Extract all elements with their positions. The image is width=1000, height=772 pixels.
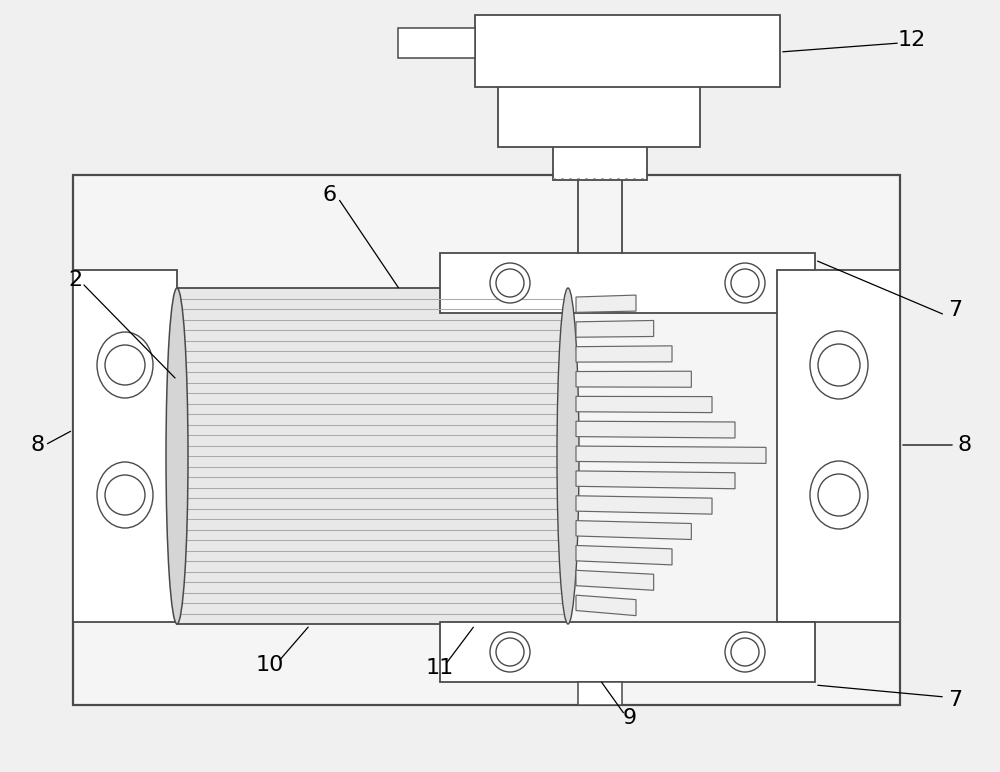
Bar xyxy=(440,622,815,682)
Ellipse shape xyxy=(490,263,530,303)
Text: 7: 7 xyxy=(948,300,962,320)
Polygon shape xyxy=(576,546,672,565)
Ellipse shape xyxy=(810,331,868,399)
Bar xyxy=(73,270,177,622)
Ellipse shape xyxy=(97,462,153,528)
Bar xyxy=(777,270,900,622)
Polygon shape xyxy=(576,396,712,412)
Bar xyxy=(73,175,900,705)
Text: 2: 2 xyxy=(68,270,82,290)
Polygon shape xyxy=(576,346,672,362)
Polygon shape xyxy=(576,295,636,313)
Bar xyxy=(475,15,780,87)
Polygon shape xyxy=(576,371,691,388)
Bar xyxy=(398,28,475,58)
Polygon shape xyxy=(576,595,636,615)
Polygon shape xyxy=(576,496,712,514)
Bar xyxy=(498,85,700,147)
Polygon shape xyxy=(576,446,766,463)
Polygon shape xyxy=(576,320,654,337)
Circle shape xyxy=(731,638,759,666)
Text: 9: 9 xyxy=(623,708,637,728)
Circle shape xyxy=(731,269,759,297)
Ellipse shape xyxy=(810,461,868,529)
Bar xyxy=(553,145,647,180)
Ellipse shape xyxy=(490,632,530,672)
Text: 6: 6 xyxy=(323,185,337,205)
Bar xyxy=(578,682,622,705)
Circle shape xyxy=(105,345,145,385)
Text: 10: 10 xyxy=(256,655,284,675)
Text: 8: 8 xyxy=(31,435,45,455)
Text: 7: 7 xyxy=(948,690,962,710)
Polygon shape xyxy=(576,571,654,591)
Text: 11: 11 xyxy=(426,658,454,678)
Ellipse shape xyxy=(97,332,153,398)
Text: 8: 8 xyxy=(958,435,972,455)
Polygon shape xyxy=(576,520,691,540)
Circle shape xyxy=(496,269,524,297)
Circle shape xyxy=(496,638,524,666)
Circle shape xyxy=(105,475,145,515)
Circle shape xyxy=(818,474,860,516)
Circle shape xyxy=(818,344,860,386)
Ellipse shape xyxy=(725,263,765,303)
Polygon shape xyxy=(576,422,735,438)
Bar xyxy=(440,253,815,313)
Ellipse shape xyxy=(557,288,579,624)
Text: 12: 12 xyxy=(898,30,926,50)
Ellipse shape xyxy=(725,632,765,672)
Ellipse shape xyxy=(166,288,188,624)
Bar xyxy=(177,288,568,624)
Polygon shape xyxy=(576,471,735,489)
